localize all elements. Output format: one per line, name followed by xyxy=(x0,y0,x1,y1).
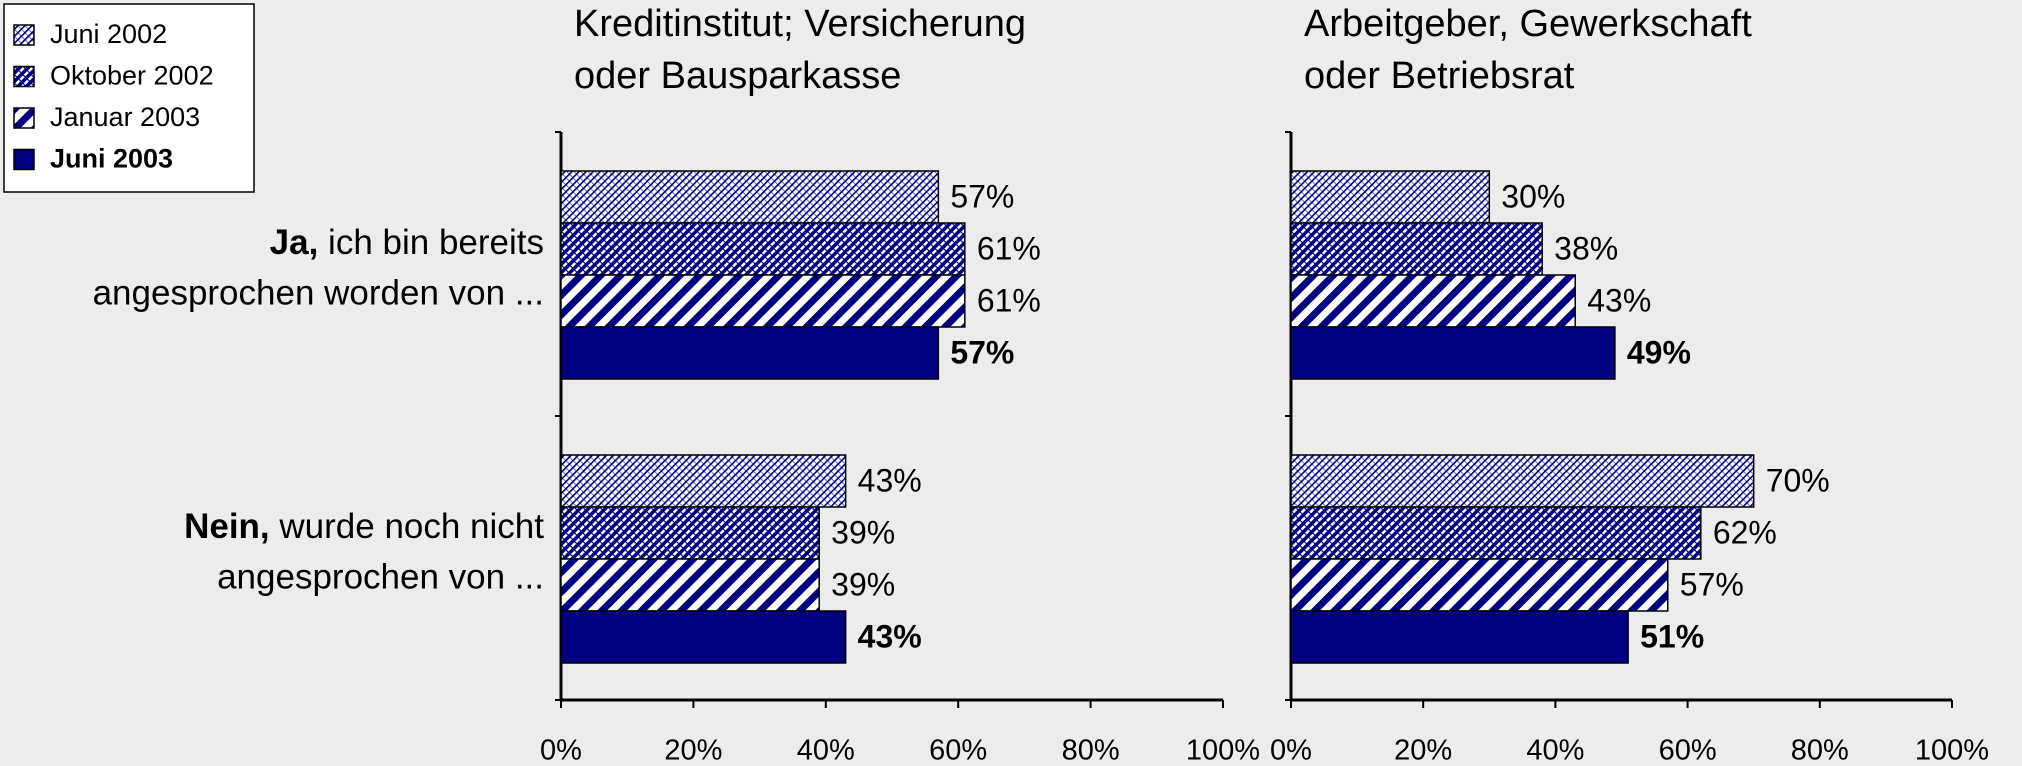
chart-title: oder Betriebsrat xyxy=(1304,55,1575,97)
value-label: 57% xyxy=(950,334,1014,370)
bar xyxy=(560,558,820,612)
bar xyxy=(1290,222,1543,276)
category-text: wurde noch nicht xyxy=(278,507,544,546)
bar xyxy=(560,454,847,508)
legend-swatch xyxy=(13,107,35,129)
value-label: 43% xyxy=(858,618,922,654)
x-tick-label: 100% xyxy=(1915,735,1989,766)
bar xyxy=(1290,506,1702,560)
category-label: angesprochen von ... xyxy=(217,557,544,596)
value-label: 70% xyxy=(1766,462,1830,498)
x-tick-label: 0% xyxy=(1270,735,1312,766)
legend-label: Oktober 2002 xyxy=(50,61,214,91)
bar xyxy=(1290,274,1576,328)
bar xyxy=(1290,558,1669,612)
x-tick-label: 60% xyxy=(929,735,987,766)
category-label: Ja, ich bin bereits xyxy=(270,223,544,262)
legend-label: Juni 2003 xyxy=(50,144,173,174)
value-label: 39% xyxy=(831,566,895,602)
chart-title: Arbeitgeber, Gewerkschaft xyxy=(1304,3,1752,45)
value-label: 51% xyxy=(1640,618,1704,654)
value-label: 30% xyxy=(1501,178,1565,214)
x-tick-label: 40% xyxy=(1526,735,1584,766)
value-label: 49% xyxy=(1627,334,1691,370)
bar xyxy=(560,170,940,224)
bar xyxy=(1290,170,1491,224)
value-label: 57% xyxy=(1680,566,1744,602)
value-label: 61% xyxy=(977,230,1041,266)
x-tick-label: 20% xyxy=(664,735,722,766)
bar xyxy=(560,222,966,276)
legend-swatch xyxy=(13,148,35,171)
bar xyxy=(560,326,940,380)
category-bold: Ja, xyxy=(270,223,319,262)
value-label: 61% xyxy=(977,282,1041,318)
category-bold: Nein, xyxy=(184,507,270,546)
x-tick-label: 80% xyxy=(1791,735,1849,766)
chart-title: oder Bausparkasse xyxy=(574,55,901,97)
category-space xyxy=(270,507,280,546)
category-label: angesprochen worden von ... xyxy=(93,273,544,312)
bar xyxy=(1290,326,1616,380)
category-space xyxy=(318,223,328,262)
x-tick-label: 60% xyxy=(1659,735,1717,766)
legend-label: Januar 2003 xyxy=(50,102,200,132)
bar xyxy=(1290,610,1629,664)
x-tick-label: 80% xyxy=(1062,735,1120,766)
legend-swatch xyxy=(13,65,35,88)
bar xyxy=(1290,454,1755,508)
bar xyxy=(560,610,847,664)
bar xyxy=(560,274,966,328)
value-label: 38% xyxy=(1554,230,1618,266)
value-label: 43% xyxy=(1587,282,1651,318)
x-tick-label: 20% xyxy=(1394,735,1452,766)
value-label: 43% xyxy=(858,462,922,498)
value-label: 57% xyxy=(950,178,1014,214)
x-tick-label: 100% xyxy=(1186,735,1260,766)
category-label: Nein, wurde noch nicht xyxy=(184,507,544,546)
legend-box xyxy=(3,3,255,193)
x-tick-label: 0% xyxy=(540,735,582,766)
legend-swatch xyxy=(13,24,35,46)
category-text: ich bin bereits xyxy=(328,223,544,262)
value-label: 39% xyxy=(831,514,895,550)
bar xyxy=(560,506,820,560)
chart-title: Kreditinstitut; Versicherung xyxy=(574,3,1026,45)
value-label: 62% xyxy=(1713,514,1777,550)
legend-label: Juni 2002 xyxy=(50,19,167,49)
x-tick-label: 40% xyxy=(797,735,855,766)
